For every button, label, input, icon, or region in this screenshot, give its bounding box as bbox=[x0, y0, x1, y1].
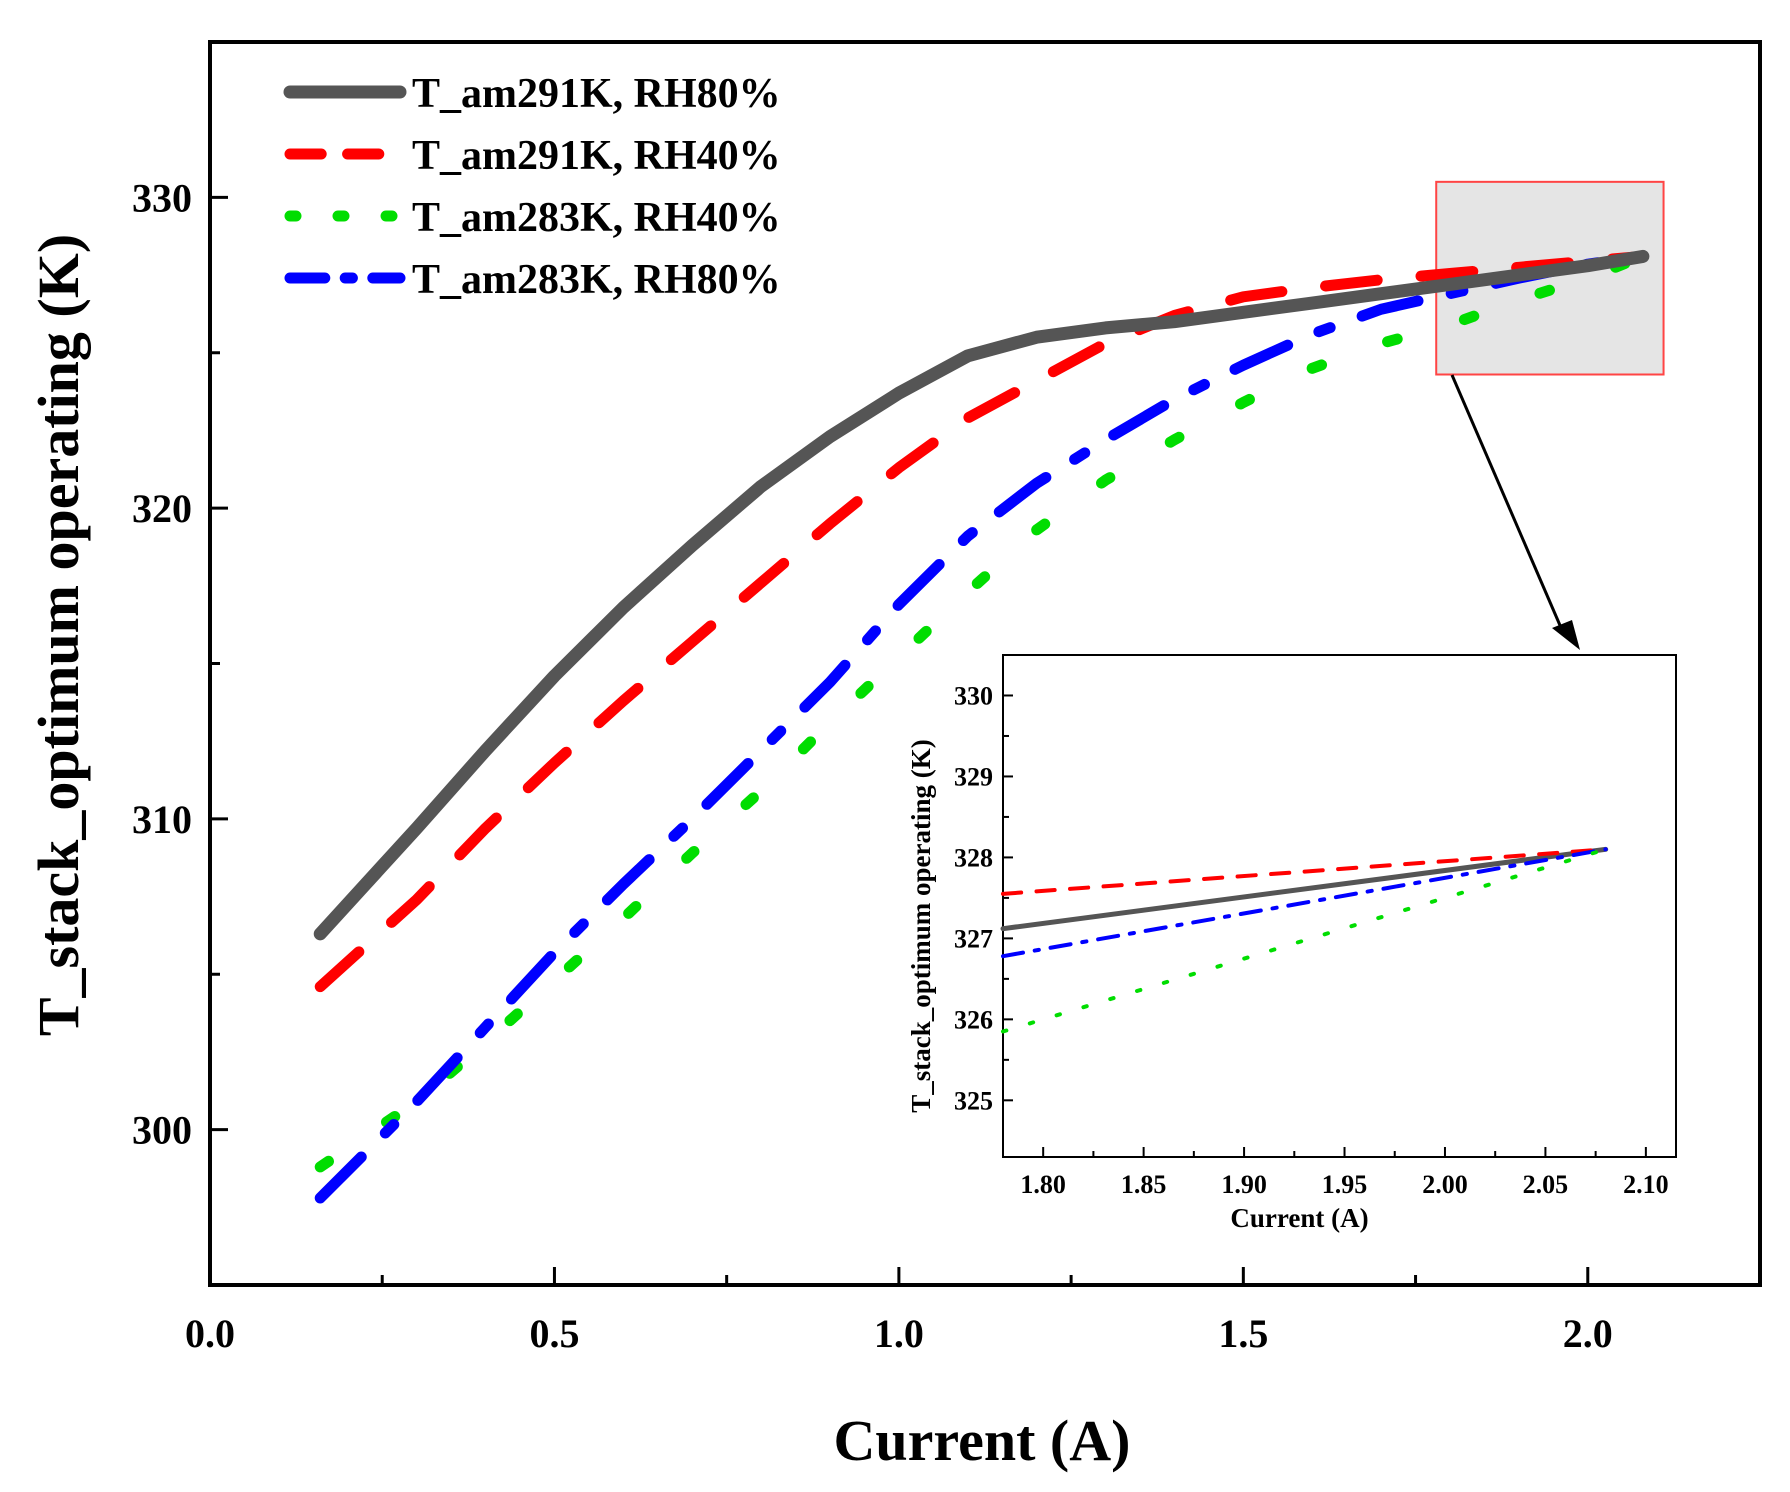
x-tick-label: 0.0 bbox=[185, 1311, 235, 1356]
inset-x-tick-label: 2.05 bbox=[1523, 1170, 1569, 1199]
x-tick-label: 1.0 bbox=[874, 1311, 924, 1356]
inset-x-tick-label: 2.10 bbox=[1623, 1170, 1669, 1199]
legend-label: T_am283K, RH80% bbox=[412, 257, 781, 303]
series-line-1 bbox=[313, 249, 1650, 941]
legend-label: T_am283K, RH40% bbox=[412, 195, 781, 241]
inset-y-tick-label: 328 bbox=[954, 843, 993, 872]
inset-x-tick-label: 2.00 bbox=[1422, 1170, 1468, 1199]
inset-y-tick-label: 325 bbox=[954, 1086, 993, 1115]
y-axis-title: T_stack_optimum operating (K) bbox=[26, 234, 91, 1036]
series-line-4 bbox=[314, 250, 1649, 1204]
inset-x-tick-label: 1.95 bbox=[1322, 1170, 1368, 1199]
legend-background bbox=[282, 58, 822, 308]
x-axis-title: Current (A) bbox=[834, 1408, 1131, 1473]
inset-y-tick-label: 330 bbox=[954, 681, 993, 710]
main-plot: 0.0 0.5 1.0 1.5 2.0 300 310 320 330 T_am291K, RH8… bbox=[132, 40, 1762, 1356]
y-tick-label: 310 bbox=[132, 797, 192, 842]
inset-series-line-1 bbox=[1000, 846, 1609, 932]
inset-series-line-3 bbox=[1001, 847, 1608, 959]
inset-y-tick-label: 326 bbox=[954, 1005, 993, 1034]
x-tick-label: 0.5 bbox=[529, 1311, 579, 1356]
x-tick-label: 2.0 bbox=[1563, 1311, 1613, 1356]
inset-y-tick-label: 327 bbox=[954, 924, 993, 953]
series-line-3 bbox=[314, 250, 1649, 1173]
inset-x-axis-title: Current (A) bbox=[1230, 1203, 1368, 1233]
inset-y-axis-title: T_stack_optimum operating (K) bbox=[906, 739, 936, 1113]
inset-series-line-2 bbox=[1001, 847, 1608, 896]
y-tick-label: 330 bbox=[132, 175, 192, 220]
zoom-arrow-head bbox=[1552, 620, 1580, 650]
inset-plot: 1.80 1.85 1.90 1.95 2.00 2.05 2.10 325 326 327 328… bbox=[906, 374, 1677, 1233]
inset-x-tick-label: 1.85 bbox=[1121, 1170, 1167, 1199]
x-tick-label: 1.5 bbox=[1218, 1311, 1268, 1356]
zoom-arrow bbox=[1450, 374, 1564, 631]
inset-frame bbox=[1002, 654, 1677, 1158]
inset-y-tick-label: 329 bbox=[954, 762, 993, 791]
inset-x-tick-label: 1.80 bbox=[1020, 1170, 1066, 1199]
y-tick-label: 300 bbox=[132, 1108, 192, 1153]
legend-label: T_am291K, RH80% bbox=[412, 71, 781, 117]
y-tick-label: 320 bbox=[132, 486, 192, 531]
series-line-2 bbox=[314, 250, 1649, 993]
inset-x-tick-label: 1.90 bbox=[1221, 1170, 1267, 1199]
legend-label: T_am291K, RH40% bbox=[412, 133, 781, 179]
